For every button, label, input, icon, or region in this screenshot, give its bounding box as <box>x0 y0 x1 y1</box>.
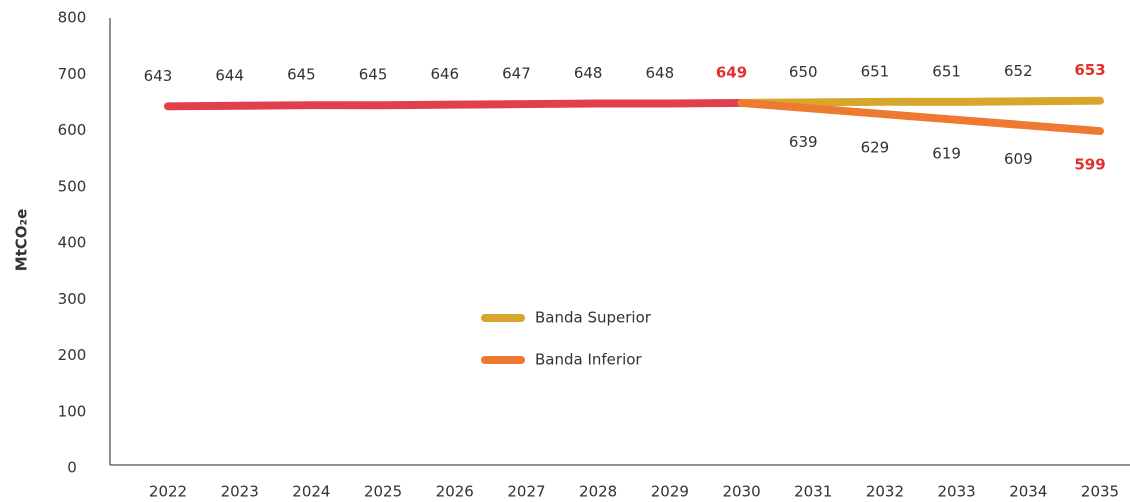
y-tick-label: 400 <box>58 234 87 252</box>
data-label: 651 <box>861 62 890 80</box>
data-label: 651 <box>932 62 961 80</box>
x-tick-label: 2033 <box>938 483 976 501</box>
y-tick-label: 800 <box>58 9 87 27</box>
data-label: 619 <box>932 144 961 162</box>
legend-label: Banda Superior <box>535 309 652 327</box>
data-label: 649 <box>716 63 747 81</box>
legend-label: Banda Inferior <box>535 351 642 369</box>
series-line <box>737 96 1104 107</box>
series-line <box>164 98 746 111</box>
x-tick-label: 2032 <box>866 483 904 501</box>
y-tick-label: 500 <box>58 177 87 195</box>
x-tick-label: 2025 <box>364 483 402 501</box>
data-label: 648 <box>646 64 675 82</box>
data-label: 653 <box>1074 61 1105 79</box>
data-label: 645 <box>359 66 388 84</box>
data-label: 645 <box>287 66 316 84</box>
y-tick-label: 700 <box>58 65 87 83</box>
x-tick-label: 2023 <box>221 483 259 501</box>
data-label: 647 <box>502 65 531 83</box>
x-tick-label: 2028 <box>579 483 617 501</box>
data-label: 644 <box>215 66 244 84</box>
x-tick-label: 2030 <box>722 483 760 501</box>
y-tick-label: 100 <box>58 402 87 420</box>
x-tick-label: 2034 <box>1009 483 1047 501</box>
y-tick-label: 0 <box>67 459 77 477</box>
series-line <box>737 98 1104 136</box>
x-tick-label: 2026 <box>436 483 474 501</box>
data-label: 629 <box>861 139 890 157</box>
y-tick-label: 300 <box>58 290 87 308</box>
data-label: 643 <box>144 67 173 85</box>
data-label: 599 <box>1074 156 1105 174</box>
x-tick-label: 2035 <box>1081 483 1119 501</box>
data-label: 648 <box>574 64 603 82</box>
x-tick-label: 2031 <box>794 483 832 501</box>
x-tick-label: 2027 <box>507 483 545 501</box>
data-label: 652 <box>1004 62 1033 80</box>
x-tick-label: 2022 <box>149 483 187 501</box>
data-label: 650 <box>789 63 818 81</box>
x-tick-label: 2029 <box>651 483 689 501</box>
data-label: 639 <box>789 133 818 151</box>
data-label: 609 <box>1004 150 1033 168</box>
y-axis-label: MtCO₂e <box>13 209 31 272</box>
x-tick-label: 2024 <box>292 483 330 501</box>
data-label: 646 <box>430 65 459 83</box>
y-tick-label: 200 <box>58 346 87 364</box>
y-tick-label: 600 <box>58 121 87 139</box>
